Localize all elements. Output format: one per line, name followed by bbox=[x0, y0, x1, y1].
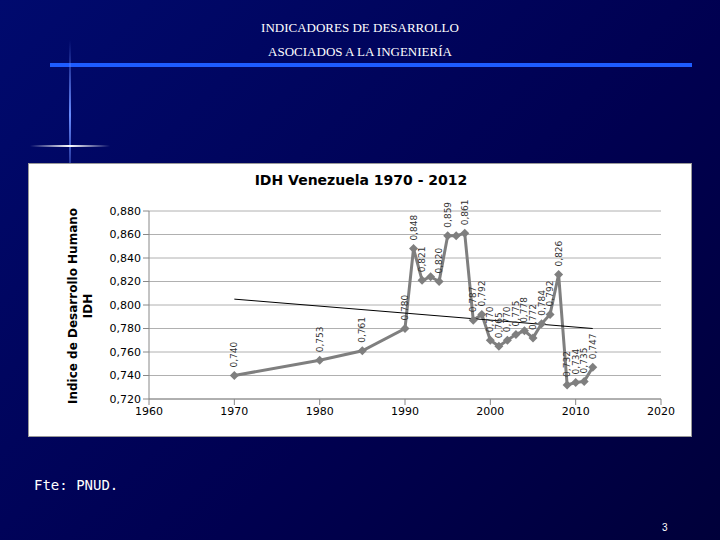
svg-text:0,760: 0,760 bbox=[110, 346, 142, 359]
svg-text:0,784: 0,784 bbox=[536, 290, 547, 316]
svg-text:0,859: 0,859 bbox=[443, 202, 453, 228]
svg-text:0,780: 0,780 bbox=[400, 294, 410, 320]
svg-text:0,765: 0,765 bbox=[493, 312, 504, 339]
svg-text:0,792: 0,792 bbox=[477, 281, 487, 307]
svg-text:0,747: 0,747 bbox=[588, 334, 598, 360]
svg-text:2000: 2000 bbox=[476, 405, 504, 418]
svg-text:0,734: 0,734 bbox=[570, 348, 581, 375]
html-text:ASOCIADOS A LA INGENIERÍA: ASOCIADOS A LA INGENIERÍA bbox=[268, 44, 452, 59]
html-text:3: 3 bbox=[662, 522, 668, 533]
svg-text:0,735: 0,735 bbox=[579, 347, 590, 374]
svg-text:0,740: 0,740 bbox=[110, 369, 142, 382]
svg-text:Indice de Desarrollo Humano: Indice de Desarrollo Humano bbox=[66, 208, 80, 404]
svg-text:0,820: 0,820 bbox=[434, 247, 444, 273]
svg-text:0,826: 0,826 bbox=[554, 240, 564, 266]
svg-text:IDH: IDH bbox=[81, 294, 95, 318]
svg-text:0,792: 0,792 bbox=[545, 281, 555, 307]
svg-text:0,740: 0,740 bbox=[229, 341, 239, 367]
svg-text:1960: 1960 bbox=[135, 405, 163, 418]
svg-text:1970: 1970 bbox=[220, 405, 248, 418]
svg-text:0,775: 0,775 bbox=[510, 300, 521, 327]
svg-text:0,820: 0,820 bbox=[110, 275, 142, 288]
svg-text:0,861: 0,861 bbox=[460, 200, 470, 226]
svg-text:0,821: 0,821 bbox=[417, 247, 427, 273]
svg-text:0,860: 0,860 bbox=[110, 228, 142, 241]
html-text:IDH Venezuela 1970 - 2012: IDH Venezuela 1970 - 2012 bbox=[254, 172, 468, 188]
svg-text:0,780: 0,780 bbox=[110, 322, 142, 335]
svg-text:0,848: 0,848 bbox=[409, 215, 419, 241]
svg-text:0,753: 0,753 bbox=[315, 326, 325, 352]
svg-text:0,800: 0,800 bbox=[110, 299, 142, 312]
svg-text:0,770: 0,770 bbox=[502, 306, 513, 333]
svg-text:0,778: 0,778 bbox=[519, 297, 530, 323]
svg-text:0,720: 0,720 bbox=[110, 393, 142, 406]
svg-text:2020: 2020 bbox=[647, 405, 675, 418]
html-text:INDICADORES DE DESARROLLO: INDICADORES DE DESARROLLO bbox=[261, 20, 459, 35]
svg-text:0,761: 0,761 bbox=[357, 317, 367, 343]
svg-text:0,787: 0,787 bbox=[468, 286, 479, 313]
svg-text:0,732: 0,732 bbox=[562, 351, 573, 377]
svg-text:0,840: 0,840 bbox=[110, 252, 142, 265]
svg-text:0,880: 0,880 bbox=[110, 205, 142, 218]
svg-text:2010: 2010 bbox=[562, 405, 590, 418]
svg-text:1990: 1990 bbox=[391, 405, 419, 418]
svg-text:0,770: 0,770 bbox=[485, 306, 496, 333]
html-text:Fte: PNUD.: Fte: PNUD. bbox=[34, 477, 119, 493]
svg-text:0,772: 0,772 bbox=[528, 304, 538, 330]
svg-text:1980: 1980 bbox=[306, 405, 334, 418]
